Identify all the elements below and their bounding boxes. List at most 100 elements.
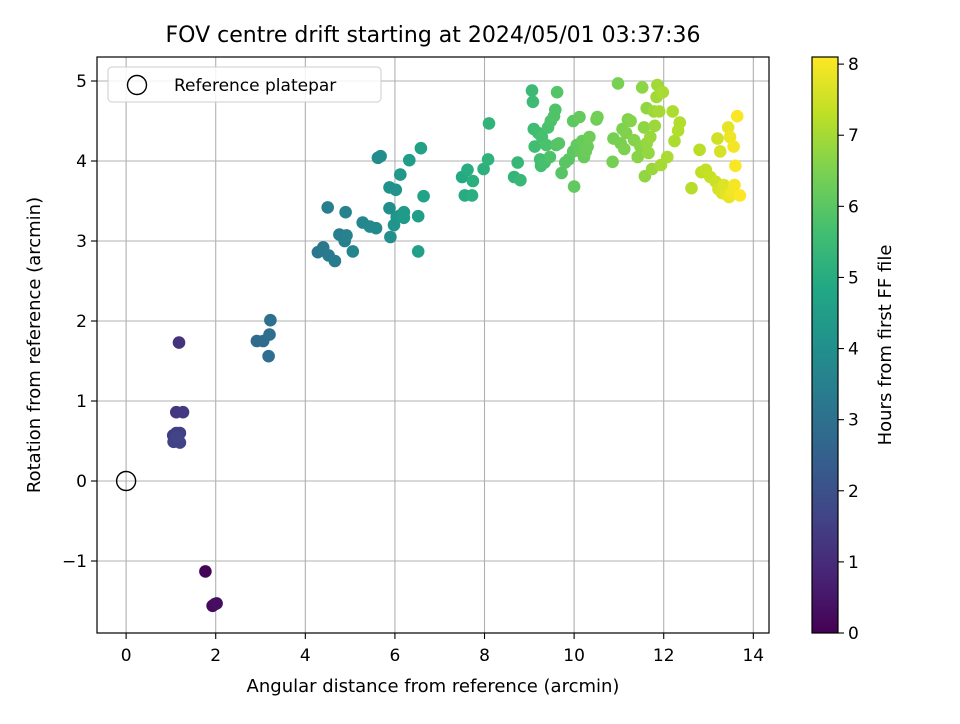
colorbar-tick-label: 2 xyxy=(848,482,859,502)
data-point xyxy=(567,180,581,193)
data-points xyxy=(166,77,747,613)
data-point xyxy=(384,230,397,244)
x-axis-label: Angular distance from reference (arcmin) xyxy=(247,676,620,697)
data-point xyxy=(668,134,681,148)
colorbar-tick-label: 3 xyxy=(848,411,859,431)
data-point xyxy=(481,153,495,166)
data-point xyxy=(644,130,657,144)
x-tick-label: 10 xyxy=(563,646,585,666)
y-tick-label: 3 xyxy=(76,232,87,252)
legend: Reference platepar xyxy=(107,66,382,103)
data-point xyxy=(340,229,353,242)
x-tick-label: 14 xyxy=(742,646,764,666)
data-point xyxy=(466,174,480,188)
colorbar-tick-label: 1 xyxy=(848,553,859,573)
colorbar-label: Hours from first FF file xyxy=(875,245,896,446)
data-point xyxy=(550,85,564,99)
data-point xyxy=(673,116,687,129)
reference-marker xyxy=(115,470,137,492)
data-point xyxy=(635,81,649,94)
x-tick-label: 0 xyxy=(121,646,132,666)
data-point xyxy=(199,565,212,578)
data-point xyxy=(727,140,740,153)
legend-marker-icon xyxy=(126,74,148,96)
colorbar-tick-label: 4 xyxy=(848,340,859,360)
data-point xyxy=(526,95,540,109)
data-point xyxy=(383,201,396,215)
data-point xyxy=(176,405,190,419)
data-point xyxy=(685,181,698,195)
legend-box xyxy=(107,66,382,103)
data-point xyxy=(656,85,670,99)
data-point xyxy=(477,162,490,176)
data-point xyxy=(389,183,403,197)
data-point xyxy=(172,336,186,349)
colorbar: 0 1 2 3 4 5 6 7 8 xyxy=(811,55,859,644)
data-point xyxy=(397,211,411,225)
axes-frame xyxy=(96,56,770,634)
data-point xyxy=(729,159,742,173)
y-tick-label: 0 xyxy=(76,472,87,492)
data-point xyxy=(606,155,619,169)
data-point xyxy=(403,153,416,167)
data-point xyxy=(414,141,428,155)
colorbar-tick-label: 5 xyxy=(848,268,859,288)
data-point xyxy=(583,130,596,144)
data-point xyxy=(461,163,474,177)
data-point xyxy=(549,103,562,117)
data-point xyxy=(411,209,425,223)
data-point xyxy=(543,150,557,164)
colorbar-scale xyxy=(811,56,839,634)
colorbar-tick-label: 6 xyxy=(848,197,859,217)
data-point xyxy=(339,205,352,219)
data-point xyxy=(642,146,655,160)
data-point xyxy=(723,130,737,144)
y-tick-label: 2 xyxy=(76,312,87,332)
data-point xyxy=(624,114,637,128)
chart-title: FOV centre drift starting at 2024/05/01 … xyxy=(166,23,701,48)
data-point xyxy=(648,119,662,133)
data-point xyxy=(369,221,383,235)
data-point xyxy=(210,597,223,610)
x-tick-label: 4 xyxy=(300,646,311,666)
data-point xyxy=(652,105,666,118)
data-point xyxy=(555,166,568,180)
y-axis-label: Rotation from reference (arcmin) xyxy=(24,197,45,493)
data-point xyxy=(631,150,644,164)
data-point xyxy=(417,189,430,203)
data-point xyxy=(733,189,747,202)
y-tick-label: 5 xyxy=(76,72,87,92)
data-point xyxy=(713,145,727,158)
data-point xyxy=(618,142,631,156)
x-tick-label: 6 xyxy=(390,646,401,666)
data-point xyxy=(528,140,541,153)
x-tick-label: 12 xyxy=(653,646,675,666)
colorbar-tick-label: 0 xyxy=(848,624,859,644)
data-point xyxy=(374,149,387,163)
data-point xyxy=(511,156,524,169)
colorbar-tick-label: 7 xyxy=(848,126,859,146)
data-point xyxy=(581,140,594,153)
data-point xyxy=(661,150,674,164)
legend-label: Reference platepar xyxy=(174,76,336,96)
data-point xyxy=(465,189,479,202)
data-point xyxy=(321,201,335,214)
data-point xyxy=(730,109,744,123)
data-point xyxy=(540,138,553,152)
data-point xyxy=(525,84,539,97)
data-point xyxy=(263,328,276,341)
data-point xyxy=(611,77,625,90)
y-tick-label: 1 xyxy=(76,392,87,412)
data-point xyxy=(262,349,275,363)
data-point xyxy=(328,254,342,268)
gridlines xyxy=(97,57,769,633)
data-point xyxy=(552,137,566,150)
data-point xyxy=(264,313,277,327)
data-point xyxy=(721,121,735,134)
data-point xyxy=(346,245,360,258)
data-point xyxy=(666,105,679,118)
data-point xyxy=(728,178,741,192)
data-point xyxy=(482,117,496,130)
